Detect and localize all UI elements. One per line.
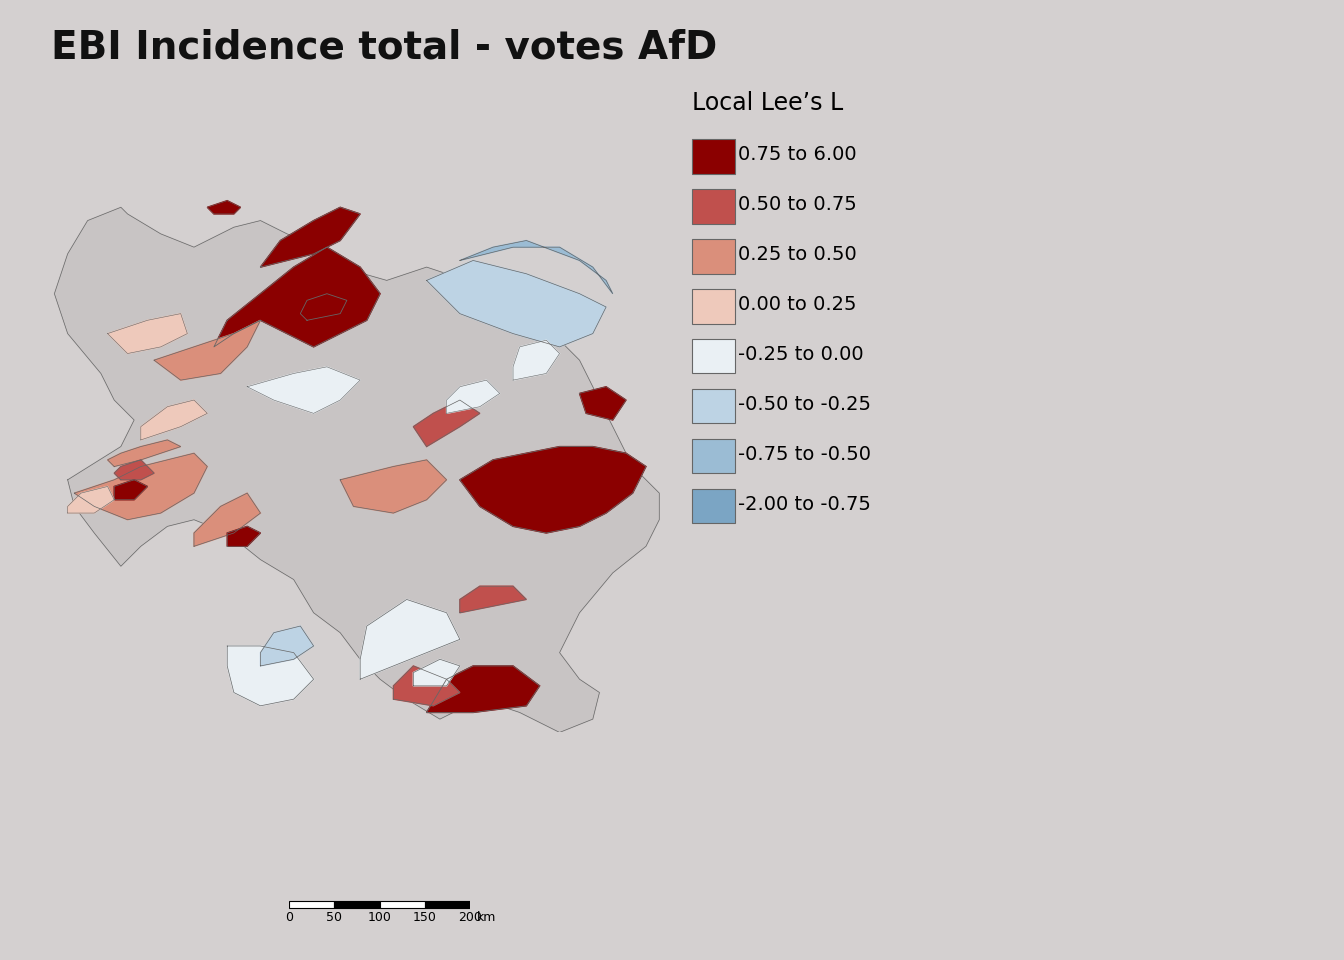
- Polygon shape: [114, 480, 148, 500]
- Text: 100: 100: [368, 911, 391, 924]
- Polygon shape: [74, 453, 207, 519]
- Polygon shape: [141, 400, 207, 440]
- Polygon shape: [194, 493, 261, 546]
- Polygon shape: [394, 666, 460, 706]
- Text: 0.75 to 6.00: 0.75 to 6.00: [738, 145, 856, 164]
- Polygon shape: [214, 247, 380, 347]
- Polygon shape: [261, 626, 313, 666]
- Text: 0: 0: [285, 911, 293, 924]
- Text: 150: 150: [413, 911, 437, 924]
- Polygon shape: [513, 340, 559, 380]
- Text: 0.50 to 0.75: 0.50 to 0.75: [738, 195, 857, 214]
- Bar: [425, 900, 470, 908]
- Polygon shape: [426, 666, 540, 712]
- Polygon shape: [300, 294, 347, 321]
- Text: -0.75 to -0.50: -0.75 to -0.50: [738, 444, 871, 464]
- Bar: [289, 900, 335, 908]
- Text: -0.25 to 0.00: -0.25 to 0.00: [738, 345, 864, 364]
- Bar: [335, 900, 379, 908]
- Text: 50: 50: [327, 911, 343, 924]
- Polygon shape: [340, 460, 446, 513]
- Polygon shape: [460, 587, 527, 612]
- Text: Local Lee’s L: Local Lee’s L: [692, 91, 844, 115]
- Polygon shape: [155, 321, 261, 380]
- Polygon shape: [227, 646, 313, 706]
- Polygon shape: [108, 440, 180, 467]
- Text: -2.00 to -0.75: -2.00 to -0.75: [738, 494, 871, 514]
- Polygon shape: [114, 460, 155, 480]
- Polygon shape: [54, 207, 660, 732]
- Polygon shape: [446, 380, 500, 414]
- Bar: [379, 900, 425, 908]
- Polygon shape: [414, 400, 480, 446]
- Text: 0.00 to 0.25: 0.00 to 0.25: [738, 295, 856, 314]
- Text: km: km: [477, 911, 496, 924]
- Text: 200: 200: [458, 911, 482, 924]
- Polygon shape: [67, 487, 114, 513]
- Polygon shape: [414, 660, 460, 685]
- Text: 0.25 to 0.50: 0.25 to 0.50: [738, 245, 857, 264]
- Polygon shape: [426, 260, 606, 347]
- Polygon shape: [227, 526, 261, 546]
- Text: EBI Incidence total - votes AfD: EBI Incidence total - votes AfD: [51, 29, 718, 67]
- Polygon shape: [579, 387, 626, 420]
- Polygon shape: [460, 446, 646, 533]
- Polygon shape: [108, 314, 187, 353]
- Polygon shape: [207, 201, 241, 214]
- Polygon shape: [247, 367, 360, 414]
- Polygon shape: [261, 207, 360, 267]
- Polygon shape: [460, 241, 613, 294]
- Polygon shape: [360, 599, 460, 680]
- Text: -0.50 to -0.25: -0.50 to -0.25: [738, 395, 871, 414]
